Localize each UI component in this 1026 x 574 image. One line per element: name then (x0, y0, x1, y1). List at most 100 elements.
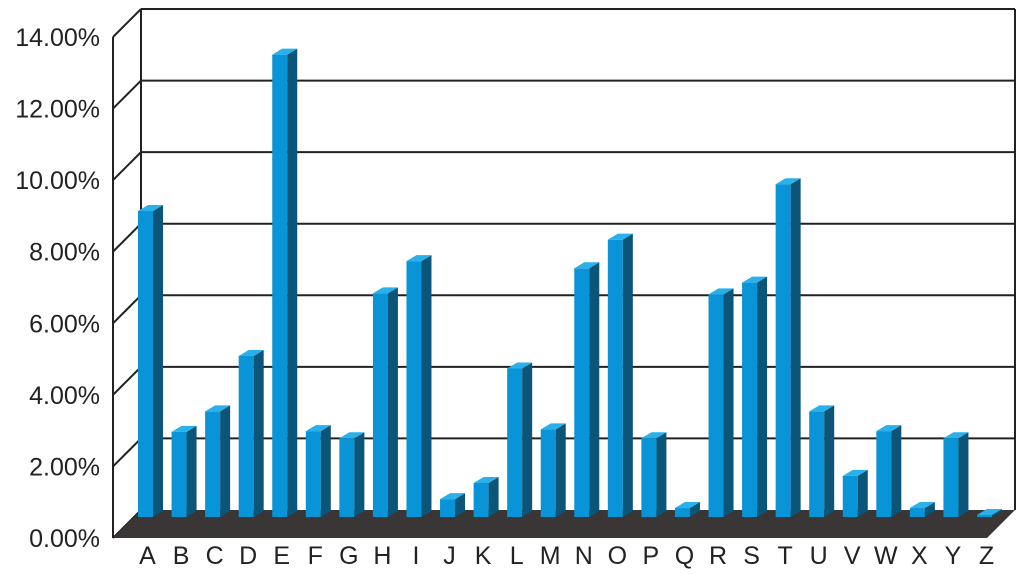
bar-A (138, 211, 153, 517)
x-category-label: Z (979, 542, 994, 570)
bar-top-S (742, 276, 768, 283)
bar-C (205, 411, 221, 517)
gridline-side (112, 294, 142, 324)
bar-T (775, 184, 791, 517)
y-tick-label: 12.00% (15, 96, 100, 124)
x-category-label: P (643, 542, 660, 570)
x-category-label: Q (675, 542, 694, 570)
y-tick-label: 10.00% (15, 167, 100, 195)
bar-side-Z (992, 509, 1002, 517)
bar-M (540, 429, 556, 517)
bar-L (507, 368, 523, 517)
bar-top-C (205, 405, 231, 412)
x-category-label: C (206, 542, 224, 570)
bar-side-I (421, 255, 432, 517)
x-category-label: L (510, 542, 524, 570)
bar-top-A (138, 205, 163, 212)
x-category-label: Y (945, 542, 962, 570)
bar-E (272, 54, 288, 518)
bar-side-T (790, 178, 801, 517)
bar-top-I (406, 255, 432, 262)
x-category-label: H (373, 542, 391, 570)
bar-top-N (574, 262, 600, 269)
x-category-label: M (540, 542, 561, 570)
bar-side-J (455, 493, 466, 517)
x-category-label: V (844, 542, 861, 570)
bar-top-Q (674, 502, 700, 509)
bar-side-O (622, 233, 633, 518)
bar-D (238, 355, 254, 517)
y-tick-label: 8.00% (29, 239, 100, 267)
bar-side-U (824, 405, 835, 517)
bar-X (909, 508, 925, 517)
bar-top-X (909, 502, 935, 509)
bar-top-B (171, 425, 197, 432)
bar-top-K (473, 477, 499, 484)
gridline-side (112, 79, 142, 110)
bar-top-G (339, 432, 365, 439)
bar-side-D (253, 349, 264, 517)
bar-top-V (842, 469, 868, 476)
x-category-label: X (911, 542, 928, 570)
bar-top-F (305, 425, 331, 432)
y-tick-label: 14.00% (15, 24, 100, 52)
x-category-label: I (413, 542, 420, 570)
bar-B (171, 431, 187, 517)
bar-side-C (220, 405, 231, 517)
x-category-label: U (810, 542, 828, 570)
bar-side-X (924, 502, 935, 517)
bar-top-Y (943, 432, 969, 439)
bar-K (473, 483, 489, 517)
bar-side-M (555, 423, 566, 517)
y-axis-ticks: 0.00% 2.00% 4.00% 6.00% 8.00% 10.00% 12.00% 14.… (15, 24, 100, 553)
x-category-label: G (339, 542, 358, 570)
bar-side-P (656, 432, 667, 517)
bar-top-P (641, 432, 667, 439)
x-category-label: F (308, 542, 323, 570)
bar-top-J (440, 493, 466, 500)
bar-top-H (372, 287, 398, 294)
bar-side-Y (958, 432, 969, 517)
bar-top-L (507, 362, 533, 369)
bar-side-K (488, 477, 499, 517)
bar-Y (943, 438, 959, 517)
x-category-label: O (608, 542, 627, 570)
bar-side-W (891, 425, 902, 517)
y-tick-label: 6.00% (29, 310, 100, 338)
bar-Q (674, 508, 690, 517)
bar-top-E (272, 48, 298, 55)
x-category-label: R (709, 542, 727, 570)
x-category-label: E (273, 542, 290, 570)
x-category-label: J (443, 542, 456, 570)
x-category-label: A (139, 542, 156, 570)
bar-P (641, 438, 657, 517)
bar-G (339, 438, 355, 517)
gridline-side (112, 437, 142, 468)
bar-side-Q (689, 502, 700, 517)
bar-top-U (809, 405, 835, 412)
bar-J (440, 499, 456, 517)
bar-side-A (153, 205, 163, 517)
bar-top-R (708, 288, 734, 295)
gridline-side (112, 8, 142, 38)
bar-H (372, 293, 388, 517)
bar-N (574, 268, 590, 517)
x-category-label: S (743, 542, 760, 570)
bar-V (842, 475, 858, 517)
bar-W (876, 431, 892, 517)
bar-side-V (857, 469, 868, 517)
bar-top-T (775, 178, 801, 185)
x-category-label: T (777, 542, 792, 570)
bar-S (742, 282, 758, 517)
y-tick-label: 0.00% (29, 525, 100, 553)
bar-side-E (287, 48, 298, 518)
gridline-side (112, 223, 142, 253)
gridline-side (112, 366, 142, 396)
bar-top-M (540, 423, 566, 430)
y-tick-label: 2.00% (29, 453, 100, 481)
bar-top-O (607, 233, 633, 240)
bar-side-S (757, 276, 768, 517)
bar-top-W (876, 425, 902, 432)
